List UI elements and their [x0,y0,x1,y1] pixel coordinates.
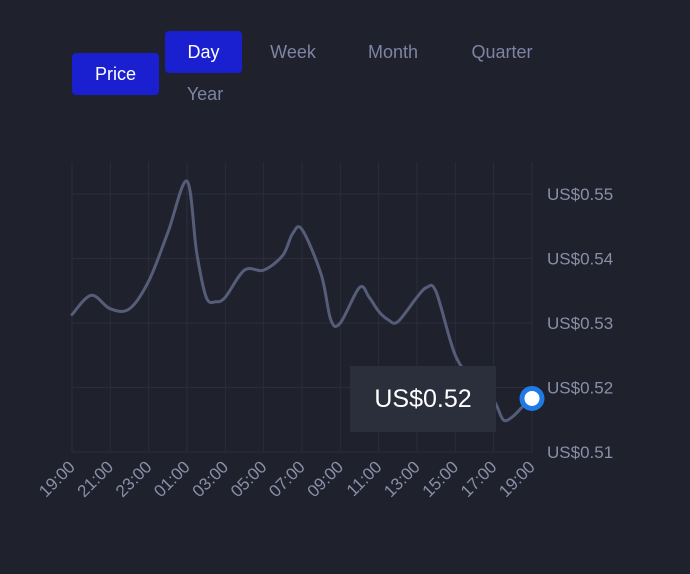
x-axis-ticks: 19:0021:0023:0001:0003:0005:0007:0009:00… [35,457,539,501]
y-tick-label: US$0.53 [547,314,613,333]
price-button[interactable]: Price [72,53,159,95]
x-tick-label: 19:00 [495,457,539,501]
x-tick-label: 13:00 [380,457,424,501]
y-tick-label: US$0.51 [547,443,613,462]
x-tick-label: 17:00 [457,457,501,501]
x-tick-label: 21:00 [74,457,118,501]
x-tick-label: 15:00 [419,457,463,501]
x-tick-label: 23:00 [112,457,156,501]
x-tick-label: 05:00 [227,457,271,501]
y-tick-label: US$0.54 [547,250,613,269]
price-tooltip: US$0.52 [350,366,496,432]
current-price-marker[interactable] [519,385,545,411]
y-tick-label: US$0.52 [547,379,613,398]
x-tick-label: 19:00 [35,457,79,501]
tab-year[interactable]: Year [186,83,224,104]
x-tick-label: 07:00 [265,457,309,501]
tab-day[interactable]: Day [165,31,242,73]
tab-quarter[interactable]: Quarter [471,41,533,62]
x-tick-label: 03:00 [189,457,233,501]
tab-month[interactable]: Month [367,41,419,62]
x-tick-label: 01:00 [150,457,194,501]
x-tick-label: 09:00 [304,457,348,501]
tab-week[interactable]: Week [270,41,316,62]
x-tick-label: 11:00 [343,457,386,500]
y-tick-label: US$0.55 [547,185,613,204]
y-axis-ticks: US$0.55 US$0.54 US$0.53 US$0.52 US$0.51 [547,185,613,462]
